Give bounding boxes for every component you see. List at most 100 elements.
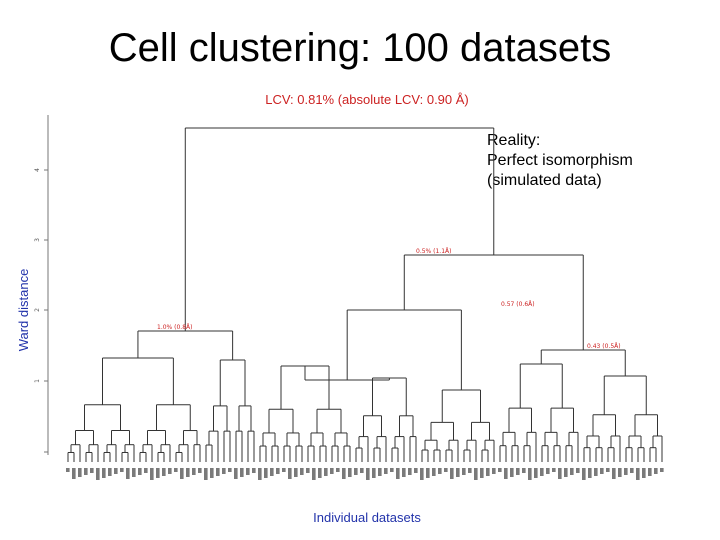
leaf-mark bbox=[120, 468, 124, 472]
leaf-mark bbox=[528, 468, 532, 480]
leaf-mark bbox=[348, 468, 352, 477]
leaf-mark bbox=[174, 468, 178, 472]
leaf-mark bbox=[114, 468, 118, 474]
leaf-mark bbox=[636, 468, 640, 480]
leaf-mark bbox=[630, 468, 634, 473]
leaf-mark bbox=[132, 468, 136, 477]
leaf-mark bbox=[162, 468, 166, 476]
y-axis-label: Ward distance bbox=[16, 269, 31, 352]
leaf-mark bbox=[138, 468, 142, 475]
chart-title: LCV: 0.81% (absolute LCV: 0.90 Å) bbox=[265, 92, 469, 107]
node-label-2: 0.5% (1.1Å) bbox=[416, 248, 451, 255]
leaf-mark bbox=[264, 468, 268, 478]
leaf-mark bbox=[180, 468, 184, 479]
leaf-mark bbox=[456, 468, 460, 477]
leaf-mark bbox=[432, 468, 436, 476]
node-label-3: 0.57 (0.6Å) bbox=[501, 301, 535, 308]
leaf-mark bbox=[192, 468, 196, 475]
leaf-mark bbox=[594, 468, 598, 476]
leaf-mark bbox=[606, 468, 610, 472]
leaf-mark bbox=[108, 468, 112, 476]
leaf-mark bbox=[90, 468, 94, 473]
leaf-mark bbox=[234, 468, 238, 479]
leaf-mark bbox=[624, 468, 628, 475]
leaf-mark bbox=[354, 468, 358, 475]
leaf-mark bbox=[612, 468, 616, 479]
leaf-mark bbox=[186, 468, 190, 477]
leaf-mark bbox=[372, 468, 376, 478]
leaf-mark bbox=[390, 468, 394, 472]
leaf-mark bbox=[396, 468, 400, 479]
leaf-mark bbox=[102, 468, 106, 478]
leaf-mark bbox=[408, 468, 412, 475]
leaf-mark bbox=[84, 468, 88, 475]
leaf-mark bbox=[168, 468, 172, 474]
leaf-mark bbox=[276, 468, 280, 474]
leaf-mark bbox=[462, 468, 466, 475]
leaf-mark bbox=[66, 468, 70, 472]
y-tick-label-2: 2 bbox=[34, 308, 41, 312]
leaf-mark bbox=[198, 468, 202, 473]
leaf-mark bbox=[576, 468, 580, 473]
leaf-mark bbox=[324, 468, 328, 476]
leaf-mark bbox=[342, 468, 346, 479]
leaf-mark bbox=[450, 468, 454, 479]
y-tick-label-3: 3 bbox=[34, 238, 41, 242]
leaf-mark bbox=[222, 468, 226, 474]
leaf-mark bbox=[72, 468, 76, 479]
node-label-4: 0.43 (0.5Å) bbox=[587, 343, 621, 350]
leaf-mark bbox=[330, 468, 334, 474]
leaf-mark bbox=[492, 468, 496, 474]
leaf-mark bbox=[444, 468, 448, 472]
leaf-mark bbox=[282, 468, 286, 472]
leaf-mark bbox=[510, 468, 514, 477]
leaf-mark bbox=[570, 468, 574, 475]
leaf-mark bbox=[270, 468, 274, 476]
dendrogram-tree bbox=[67, 127, 663, 462]
leaf-mark bbox=[660, 468, 664, 472]
leaf-mark bbox=[654, 468, 658, 474]
leaf-mark bbox=[516, 468, 520, 475]
leaf-mark bbox=[150, 468, 154, 480]
leaf-mark bbox=[648, 468, 652, 476]
leaf-mark bbox=[126, 468, 130, 479]
leaf-mark bbox=[252, 468, 256, 473]
note-line-1: Reality: bbox=[487, 132, 541, 149]
leaf-mark bbox=[552, 468, 556, 472]
leaf-mark bbox=[300, 468, 304, 475]
note-line-3: (simulated data) bbox=[487, 172, 602, 189]
leaf-mark bbox=[156, 468, 160, 478]
leaf-mark bbox=[144, 468, 148, 473]
leaf-mark bbox=[480, 468, 484, 478]
leaf-mark bbox=[378, 468, 382, 476]
leaf-mark bbox=[258, 468, 262, 480]
leaf-mark bbox=[546, 468, 550, 474]
leaf-mark bbox=[618, 468, 622, 477]
leaf-mark bbox=[78, 468, 82, 477]
node-label-1: 1.0% (0.8Å) bbox=[157, 324, 192, 331]
leaf-mark bbox=[420, 468, 424, 480]
leaf-mark bbox=[360, 468, 364, 473]
leaf-mark bbox=[402, 468, 406, 477]
leaf-mark bbox=[588, 468, 592, 478]
leaf-mark bbox=[564, 468, 568, 477]
leaf-mark bbox=[474, 468, 478, 480]
leaf-mark bbox=[558, 468, 562, 479]
note-line-2: Perfect isomorphism bbox=[487, 152, 633, 169]
leaf-mark bbox=[288, 468, 292, 479]
leaf-mark bbox=[246, 468, 250, 475]
leaf-mark bbox=[240, 468, 244, 477]
leaf-mark bbox=[498, 468, 502, 472]
leaf-mark bbox=[468, 468, 472, 473]
leaf-mark bbox=[306, 468, 310, 473]
leaf-mark bbox=[204, 468, 208, 480]
y-tick-label-1: 1 bbox=[34, 379, 41, 383]
leaf-mark bbox=[228, 468, 232, 472]
leaf-mark bbox=[294, 468, 298, 477]
leaf-mark bbox=[486, 468, 490, 476]
y-tick-label-4: 4 bbox=[34, 168, 41, 172]
leaf-mark bbox=[534, 468, 538, 478]
leaf-mark bbox=[600, 468, 604, 474]
leaf-mark bbox=[540, 468, 544, 476]
